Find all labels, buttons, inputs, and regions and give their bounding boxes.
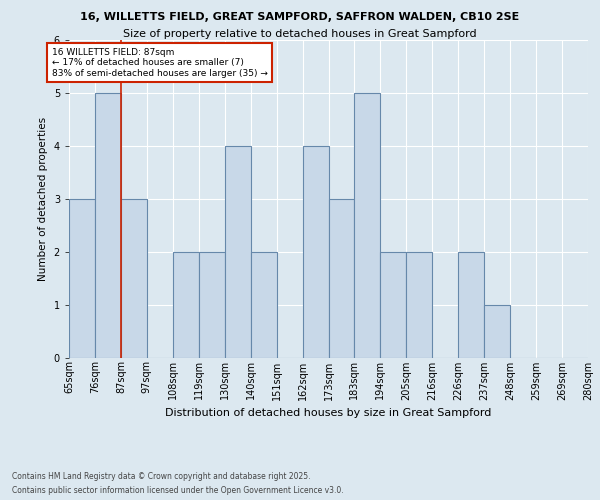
Bar: [251, 252, 277, 358]
Bar: [302, 146, 329, 358]
Bar: [380, 252, 406, 358]
Text: Contains public sector information licensed under the Open Government Licence v3: Contains public sector information licen…: [12, 486, 344, 495]
Text: Contains HM Land Registry data © Crown copyright and database right 2025.: Contains HM Land Registry data © Crown c…: [12, 472, 311, 481]
Bar: [199, 252, 224, 358]
Text: 16, WILLETTS FIELD, GREAT SAMPFORD, SAFFRON WALDEN, CB10 2SE: 16, WILLETTS FIELD, GREAT SAMPFORD, SAFF…: [80, 12, 520, 22]
Bar: [95, 93, 121, 357]
Bar: [355, 93, 380, 357]
Bar: [458, 252, 484, 358]
Text: Size of property relative to detached houses in Great Sampford: Size of property relative to detached ho…: [123, 29, 477, 39]
Y-axis label: Number of detached properties: Number of detached properties: [38, 116, 48, 281]
Bar: [406, 252, 432, 358]
X-axis label: Distribution of detached houses by size in Great Sampford: Distribution of detached houses by size …: [166, 408, 491, 418]
Bar: [173, 252, 199, 358]
Bar: [225, 146, 251, 358]
Bar: [121, 198, 147, 358]
Text: 16 WILLETTS FIELD: 87sqm
← 17% of detached houses are smaller (7)
83% of semi-de: 16 WILLETTS FIELD: 87sqm ← 17% of detach…: [52, 48, 268, 78]
Bar: [484, 304, 510, 358]
Bar: [69, 198, 95, 358]
Bar: [329, 198, 355, 358]
